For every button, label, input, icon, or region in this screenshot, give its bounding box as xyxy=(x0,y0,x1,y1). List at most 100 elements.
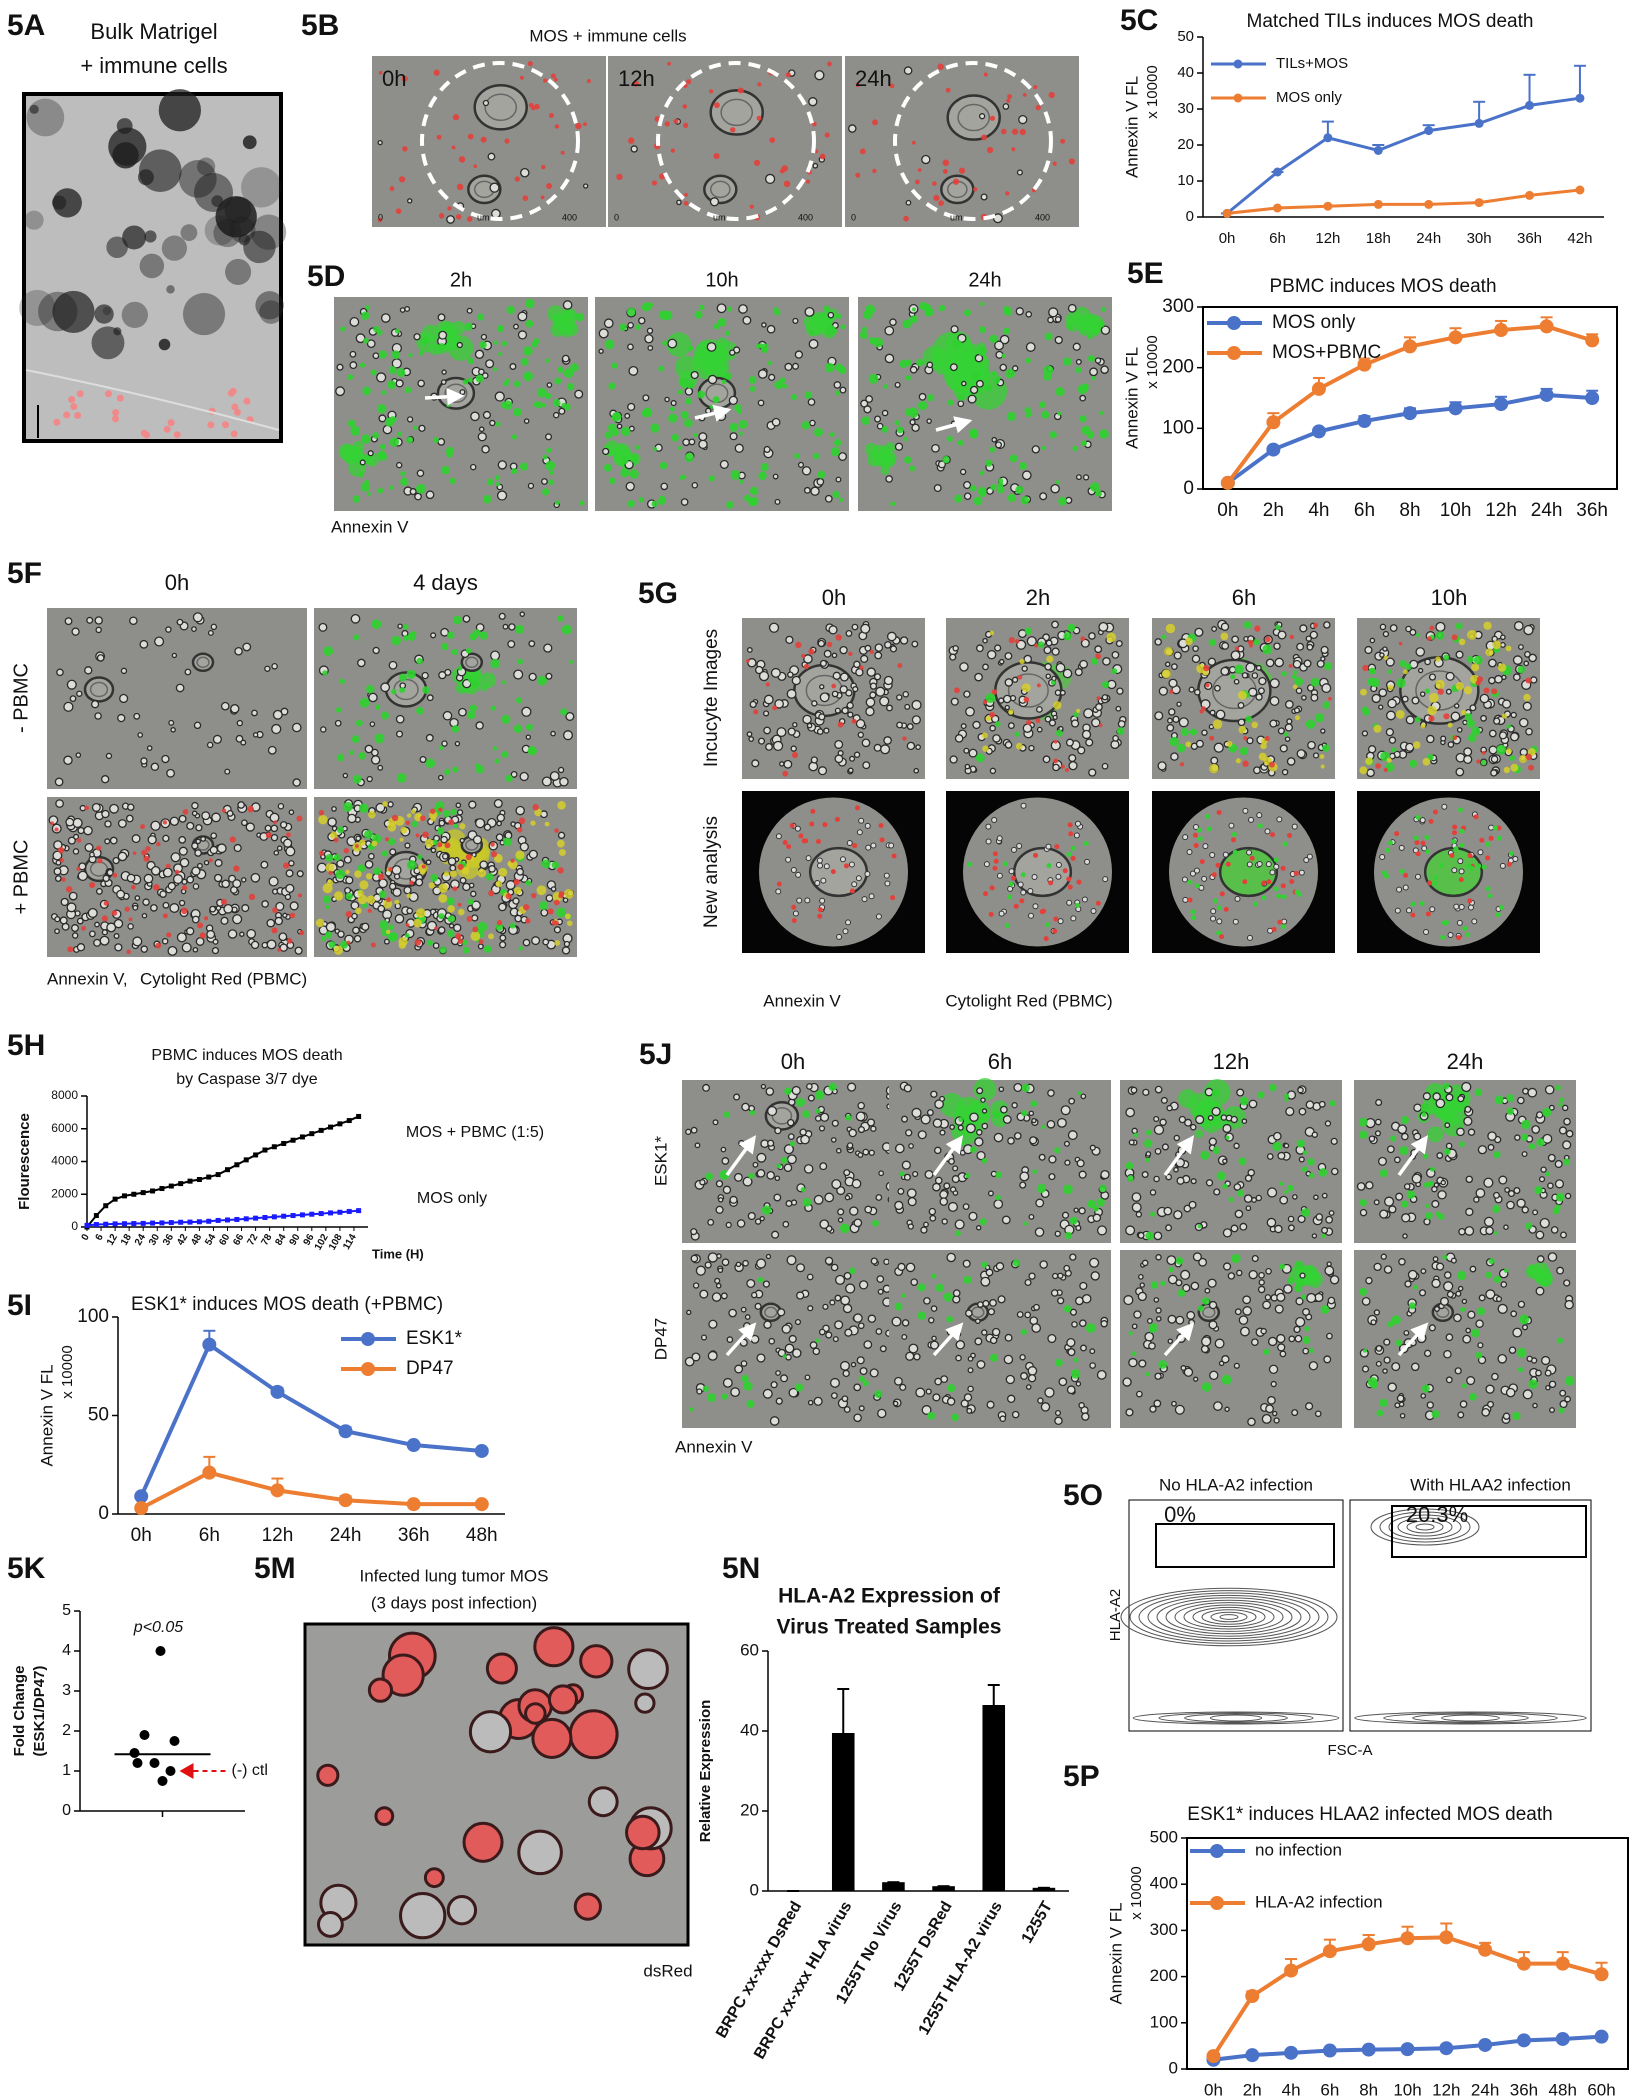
green-cell xyxy=(750,497,759,506)
x-tick-label: 0h xyxy=(1219,230,1236,247)
cell xyxy=(471,412,479,420)
cell xyxy=(1160,1119,1166,1125)
cell xyxy=(1446,1143,1451,1148)
cell xyxy=(1299,870,1304,875)
cell xyxy=(1436,622,1445,631)
cell xyxy=(962,381,966,385)
cell xyxy=(1191,1179,1196,1184)
cell xyxy=(1149,1343,1155,1349)
green-cell xyxy=(1320,1305,1329,1314)
green-cell xyxy=(619,323,627,331)
red-cell xyxy=(112,415,119,422)
cell xyxy=(865,823,870,828)
red-cell xyxy=(1012,129,1018,135)
cell xyxy=(871,1126,876,1131)
cell xyxy=(1140,1283,1144,1287)
cell xyxy=(871,1258,877,1264)
infected-cell xyxy=(549,1686,576,1713)
fluorescent-cluster xyxy=(480,672,496,688)
data-point xyxy=(337,1121,342,1126)
green-cell xyxy=(400,471,405,476)
green-cell xyxy=(748,1173,754,1179)
cell xyxy=(1176,1280,1182,1286)
micrograph xyxy=(1357,618,1540,779)
cell xyxy=(1275,1305,1283,1313)
green-cell xyxy=(382,390,387,395)
cell xyxy=(978,1302,983,1307)
cell xyxy=(982,1330,987,1335)
green-cell xyxy=(539,901,548,910)
cell xyxy=(968,395,976,403)
cell xyxy=(977,381,984,388)
green-cell xyxy=(360,363,365,368)
red-cell xyxy=(1242,879,1247,884)
cell xyxy=(708,1220,714,1226)
cell xyxy=(1011,847,1016,852)
cell xyxy=(934,485,941,492)
green-cell xyxy=(1307,1158,1315,1166)
red-cell xyxy=(1061,765,1065,769)
red-cell xyxy=(287,938,293,944)
cell xyxy=(912,701,921,710)
cell xyxy=(1522,1207,1528,1213)
green-cell xyxy=(1451,839,1456,844)
cell xyxy=(1242,673,1247,678)
green-cell xyxy=(784,1087,791,1094)
scale-label: 0 xyxy=(614,212,619,222)
cell xyxy=(1259,1280,1264,1285)
cell xyxy=(1500,863,1505,868)
green-cell xyxy=(679,476,683,480)
cell xyxy=(999,911,1004,916)
green-cell xyxy=(427,940,433,946)
cell xyxy=(793,723,797,727)
red-cell xyxy=(409,880,414,885)
cell xyxy=(1090,1349,1095,1354)
green-cell xyxy=(936,1284,944,1292)
green-cell xyxy=(1234,664,1244,674)
data-point xyxy=(159,1186,164,1191)
stain-label: Annexin V xyxy=(675,1437,753,1456)
cell xyxy=(404,887,411,894)
cell xyxy=(983,639,987,643)
red-cell xyxy=(1491,688,1497,694)
green-cell xyxy=(365,305,370,310)
cell xyxy=(528,483,533,488)
green-cell xyxy=(389,366,397,374)
cell xyxy=(854,661,860,667)
green-cell xyxy=(1078,1091,1082,1095)
yellow-cell xyxy=(326,863,335,872)
cell xyxy=(563,355,569,361)
cell xyxy=(1134,1311,1141,1318)
green-cell xyxy=(433,437,439,443)
cell xyxy=(1398,1125,1406,1133)
cell xyxy=(994,214,1003,223)
cell xyxy=(179,847,187,855)
cell xyxy=(975,1138,983,1146)
green-cell xyxy=(1293,670,1297,674)
panel-label: 5H xyxy=(7,1029,45,1062)
cell xyxy=(1005,742,1011,748)
green-cell xyxy=(528,746,536,754)
red-cell xyxy=(141,430,148,437)
time-label: 24h xyxy=(855,66,892,91)
cell xyxy=(996,1263,1003,1270)
cell xyxy=(541,909,548,916)
cell xyxy=(373,647,379,653)
green-cell xyxy=(1086,1323,1096,1333)
cell xyxy=(1037,727,1042,732)
cell xyxy=(1182,877,1187,882)
cell xyxy=(520,843,528,851)
cell xyxy=(1136,1212,1141,1217)
yellow-cell xyxy=(557,801,566,810)
cell xyxy=(1248,1418,1255,1425)
cell xyxy=(904,67,911,74)
cell xyxy=(420,757,426,763)
green-cell xyxy=(511,468,517,474)
cell xyxy=(964,482,971,489)
cell xyxy=(271,825,277,831)
cell xyxy=(963,1204,969,1210)
green-cell xyxy=(1281,671,1286,676)
x-tick-label: 12 xyxy=(105,1232,120,1248)
green-cell xyxy=(542,488,549,495)
cell xyxy=(966,707,974,715)
